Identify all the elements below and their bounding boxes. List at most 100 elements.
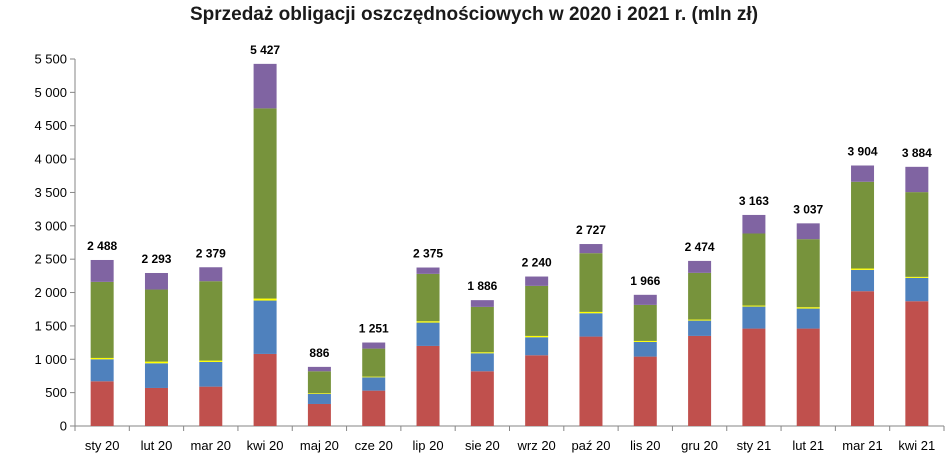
bar-segment: [688, 335, 712, 426]
bar-segment: [470, 371, 494, 426]
bar-segment: [416, 267, 440, 274]
bar-total-label: 1 966: [630, 274, 660, 288]
bar-segment: [144, 361, 168, 364]
y-tick-label: 0: [60, 419, 67, 434]
bar-segment: [905, 192, 929, 277]
bar-segment: [742, 328, 766, 426]
bar-segment: [90, 281, 114, 358]
y-tick-label: 2 000: [34, 285, 67, 300]
bar-segment: [579, 253, 603, 312]
x-tick-label: cze 20: [355, 438, 393, 453]
bar-segment: [199, 386, 223, 426]
bar-segment: [199, 361, 223, 387]
x-tick-label: lut 21: [792, 438, 824, 453]
bar-segment: [796, 307, 820, 309]
bar-segment: [905, 277, 929, 302]
bar-segment: [90, 359, 114, 382]
y-tick-label: 5 500: [34, 52, 67, 67]
bar-total-label: 2 488: [87, 239, 117, 253]
bar-segment: [796, 239, 820, 308]
bar-segment: [362, 376, 386, 378]
bar-segment: [90, 381, 114, 426]
y-tick-label: 5 000: [34, 85, 67, 100]
bar-total-label: 2 379: [196, 246, 226, 260]
bar-segment: [470, 306, 494, 353]
x-tick-label: sty 20: [85, 438, 120, 453]
bar-segment: [633, 341, 657, 357]
bar-segment: [851, 268, 875, 270]
bar-segment: [688, 260, 712, 273]
bar-segment: [525, 276, 549, 286]
y-tick-label: 500: [45, 385, 67, 400]
bar-segment: [144, 289, 168, 362]
bar-segment: [851, 269, 875, 292]
bar-total-label: 1 251: [359, 322, 389, 336]
bar-segment: [905, 166, 929, 193]
x-tick-label: lis 20: [630, 438, 660, 453]
chart-title: Sprzedaż obligacji oszczędnościowych w 2…: [189, 4, 759, 25]
x-tick-label: lut 20: [141, 438, 173, 453]
bar-segment: [307, 393, 331, 404]
bar-segment: [416, 322, 440, 346]
x-tick-label: mar 21: [842, 438, 882, 453]
x-tick-label: kwi 21: [898, 438, 935, 453]
bar-segment: [470, 300, 494, 307]
bar-segment: [905, 276, 929, 278]
bar-segment: [579, 313, 603, 337]
bar-segment: [362, 348, 386, 377]
x-tick-label: sty 21: [737, 438, 772, 453]
bar-segment: [416, 345, 440, 426]
y-tick-label: 2 500: [34, 252, 67, 267]
bar-segment: [253, 298, 277, 301]
y-tick-label: 3 000: [34, 218, 67, 233]
bar-total-label: 886: [309, 346, 329, 360]
bar-segment: [362, 342, 386, 349]
bar-segment: [688, 319, 712, 321]
bar-segment: [633, 340, 657, 342]
x-tick-label: gru 20: [681, 438, 718, 453]
bar-total-label: 2 293: [141, 252, 171, 266]
bar-segment: [144, 363, 168, 388]
bar-total-label: 2 474: [685, 240, 715, 254]
bar-segment: [144, 387, 168, 426]
bar-segment: [851, 165, 875, 182]
x-tick-label: sie 20: [465, 438, 500, 453]
x-tick-label: paź 20: [571, 438, 610, 453]
y-tick-label: 1 500: [34, 318, 67, 333]
bar-segment: [905, 301, 929, 426]
bar-segment: [199, 267, 223, 282]
bar-total-label: 5 427: [250, 43, 280, 57]
bar-segment: [742, 305, 766, 307]
bar-segment: [525, 335, 549, 338]
y-tick-label: 1 000: [34, 352, 67, 367]
bar-segment: [633, 356, 657, 426]
bar-total-label: 2 375: [413, 247, 443, 261]
bar-segment: [253, 108, 277, 299]
bar-segment: [90, 259, 114, 282]
y-tick-label: 4 000: [34, 152, 67, 167]
x-tick-label: lip 20: [412, 438, 443, 453]
bar-segment: [633, 304, 657, 341]
bar-segment: [307, 366, 331, 372]
bar-segment: [307, 393, 331, 394]
bar-segment: [253, 300, 277, 354]
bar-segment: [633, 294, 657, 305]
bar-segment: [470, 353, 494, 372]
bar-segment: [416, 321, 440, 323]
bar-segment: [362, 377, 386, 391]
y-tick-label: 3 500: [34, 185, 67, 200]
bar-segment: [525, 285, 549, 336]
bar-segment: [307, 371, 331, 394]
bar-segment: [90, 357, 114, 360]
bar-segment: [742, 306, 766, 329]
bar-total-label: 2 240: [522, 256, 552, 270]
bar-segment: [742, 214, 766, 234]
bar-segment: [470, 352, 494, 354]
bar-segment: [144, 272, 168, 290]
bar-total-label: 3 904: [848, 144, 878, 158]
bar-segment: [199, 360, 223, 362]
x-tick-label: mar 20: [191, 438, 231, 453]
bar-total-label: 1 886: [467, 279, 497, 293]
